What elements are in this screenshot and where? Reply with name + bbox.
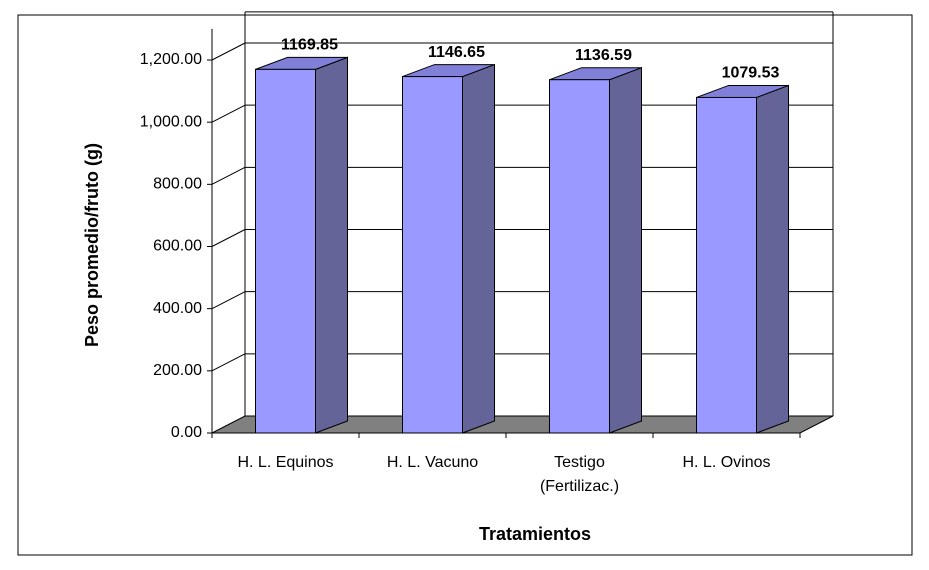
bar <box>255 56 348 434</box>
bar-front <box>549 79 610 434</box>
y-tick-label: 1,200.00 <box>140 51 202 68</box>
bar-front <box>696 96 757 434</box>
y-tick-label: 800.00 <box>153 176 202 193</box>
bar <box>402 63 495 434</box>
bar-side <box>462 63 495 434</box>
bar-side <box>609 66 642 434</box>
y-axis-title: Peso promedio/fruto (g) <box>82 143 102 347</box>
value-label: 1146.65 <box>428 44 485 61</box>
grid-line-side <box>211 104 246 123</box>
bar-front <box>255 68 316 434</box>
bar-side <box>756 84 789 434</box>
x-tick-label: H. L. Vacuno <box>387 454 478 471</box>
grid-line-side <box>211 42 246 61</box>
bar-side <box>315 56 348 434</box>
y-tick-label: 600.00 <box>153 238 202 255</box>
bar <box>549 66 642 434</box>
value-label: 1079.53 <box>722 65 780 82</box>
y-tick-label: 400.00 <box>153 300 202 317</box>
y-tick-label: 200.00 <box>153 362 202 379</box>
x-tick-label: H. L. Ovinos <box>682 454 770 471</box>
grid-line-side <box>211 353 246 372</box>
y-tick-label: 1,000.00 <box>140 113 202 130</box>
x-axis-title: Tratamientos <box>479 524 591 544</box>
grid-line-side <box>211 291 246 310</box>
value-label: 1169.85 <box>281 37 338 54</box>
bar <box>696 84 789 434</box>
x-tick-label: Testigo (Fertilizac.) <box>540 454 619 495</box>
bar-front <box>402 76 463 434</box>
value-label: 1136.59 <box>575 47 632 64</box>
x-tick-label: H. L. Equinos <box>237 454 333 471</box>
chart-border <box>17 14 913 556</box>
y-tick-label: 0.00 <box>171 424 202 441</box>
grid-line-side <box>211 229 246 247</box>
grid-line-side <box>211 166 246 185</box>
